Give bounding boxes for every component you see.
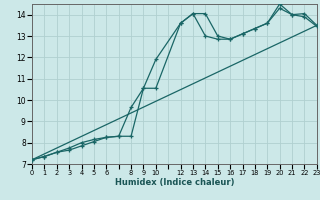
X-axis label: Humidex (Indice chaleur): Humidex (Indice chaleur) xyxy=(115,178,234,187)
